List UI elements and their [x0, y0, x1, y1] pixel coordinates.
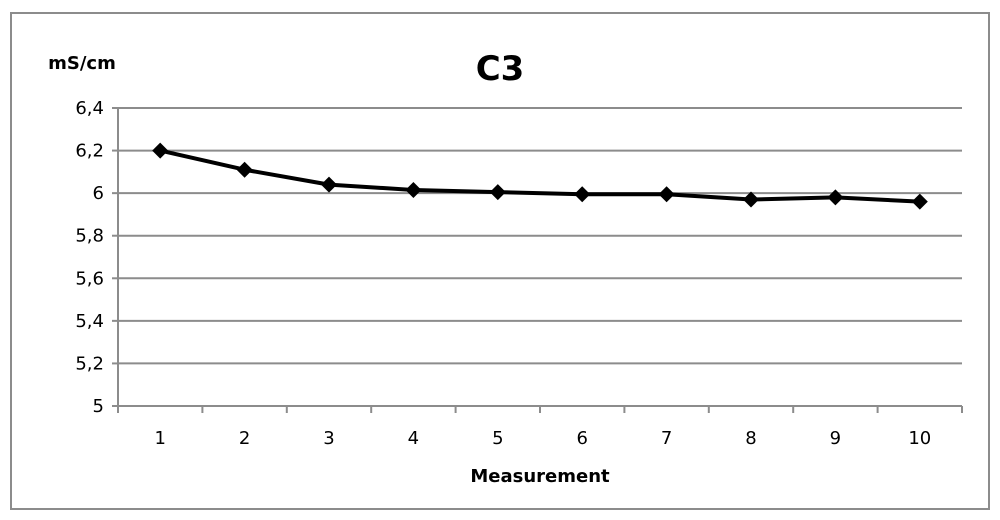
x-tick-label: 6	[576, 428, 587, 449]
x-tick-label: 8	[745, 428, 756, 449]
data-point	[236, 161, 253, 178]
x-tick-label: 1	[154, 428, 165, 449]
chart-frame	[10, 12, 990, 510]
data-point	[405, 181, 422, 198]
x-tick-label: 4	[408, 428, 419, 449]
x-tick-labels: 1 2 3 4 5 6 7 8 9 10	[154, 428, 931, 449]
x-tick-label: 5	[492, 428, 503, 449]
x-tick-label: 3	[323, 428, 334, 449]
y-tick-label: 5,8	[75, 226, 104, 247]
x-axis-title: Measurement	[470, 466, 610, 487]
x-tick-label: 9	[830, 428, 841, 449]
series-line	[159, 148, 920, 204]
y-tick-label: 5,6	[75, 268, 104, 289]
x-tick-label: 2	[239, 428, 250, 449]
data-points	[152, 142, 928, 210]
data-point	[574, 186, 591, 203]
data-point	[911, 193, 928, 210]
y-tick-label: 6,2	[75, 141, 104, 162]
data-point	[743, 191, 759, 208]
gridlines	[118, 107, 962, 365]
y-tick-label: 6	[93, 183, 104, 204]
y-tick-label: 5	[93, 396, 104, 417]
data-point	[152, 142, 169, 159]
chart-title: C3	[476, 49, 525, 89]
y-tick-label: 5,4	[75, 311, 104, 332]
y-tick-label: 6,4	[75, 98, 104, 119]
data-point	[489, 184, 506, 201]
data-point	[321, 176, 337, 193]
y-tick-labels: 5 5,2 5,4 5,6 5,8 6 6,2 6,4	[75, 98, 104, 417]
data-point	[827, 189, 844, 206]
series-line-1	[159, 148, 920, 204]
y-tick-label: 5,2	[75, 353, 104, 374]
x-tick-label: 7	[661, 428, 672, 449]
x-tick-label: 10	[908, 428, 931, 449]
data-point	[658, 186, 675, 203]
y-axis-title: mS/cm	[48, 53, 116, 74]
axes	[112, 107, 963, 413]
